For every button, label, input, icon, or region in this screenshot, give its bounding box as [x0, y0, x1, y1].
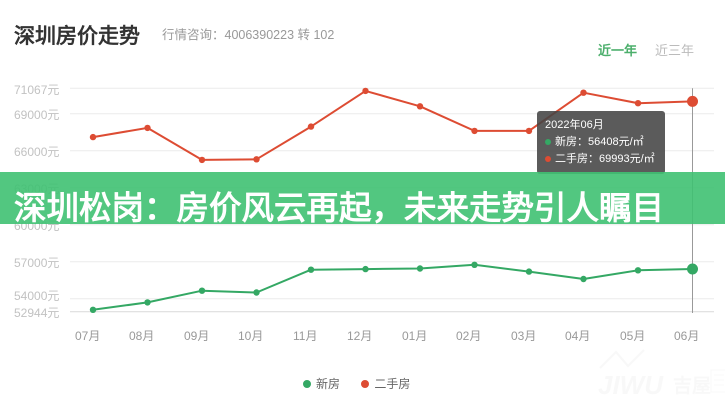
svg-text:吉屋: 吉屋	[673, 374, 711, 397]
svg-text:JIWU: JIWU	[598, 370, 664, 400]
